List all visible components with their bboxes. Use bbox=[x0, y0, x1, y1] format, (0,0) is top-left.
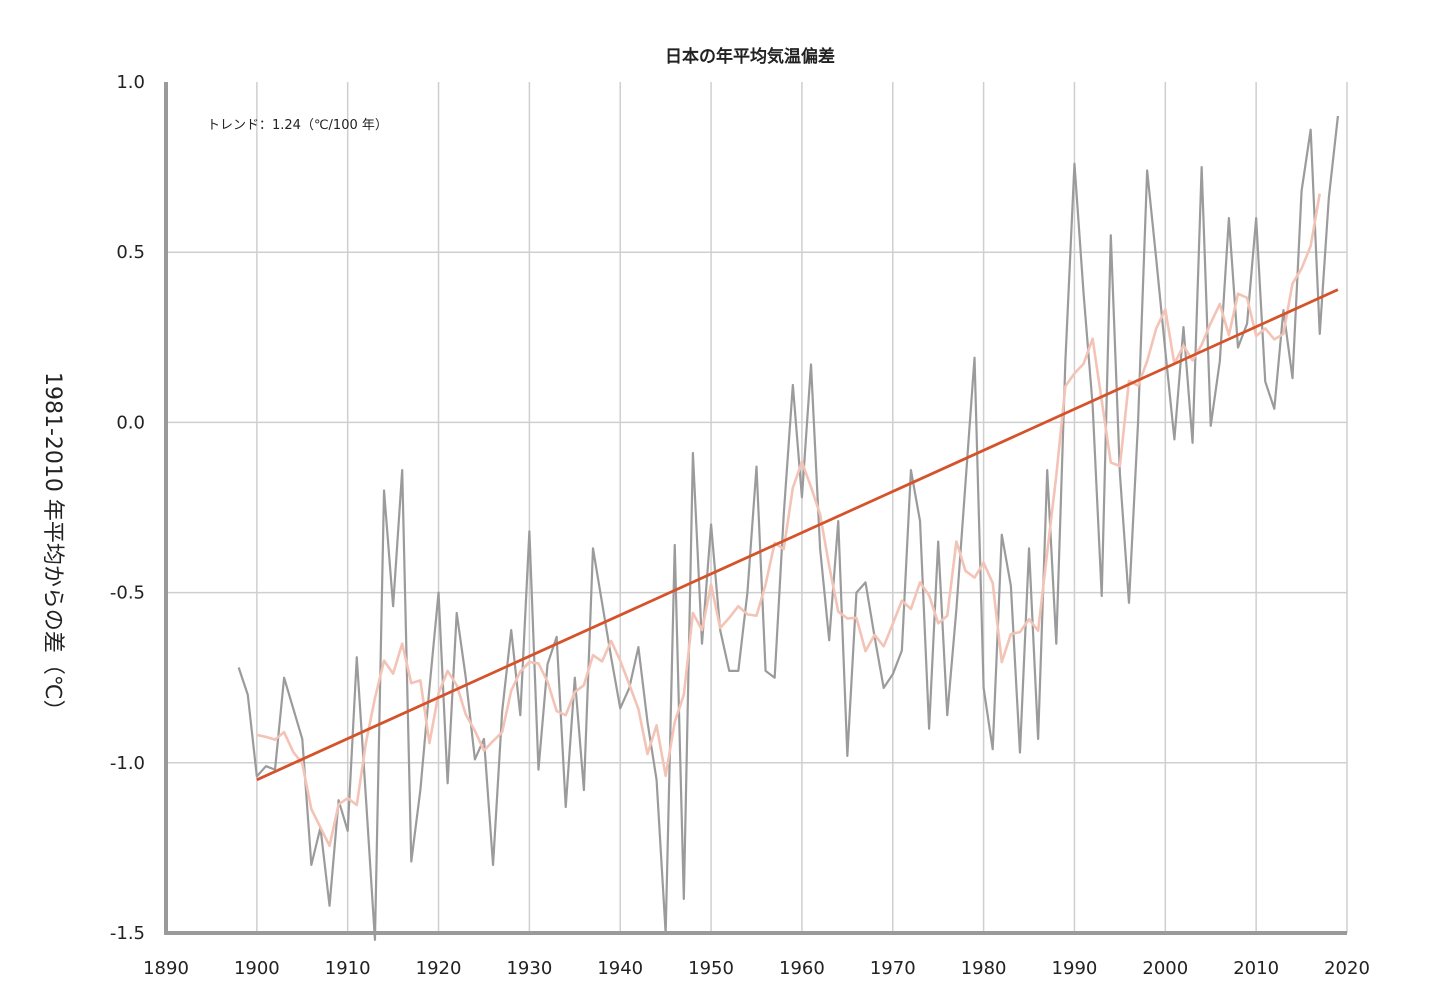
x-tick-label: 1980 bbox=[961, 958, 1007, 979]
x-tick-label: 1990 bbox=[1052, 958, 1098, 979]
x-tick-label: 2010 bbox=[1233, 958, 1279, 979]
chart-title: 日本の年平均気温偏差 bbox=[665, 46, 835, 67]
x-tick-label: 1970 bbox=[870, 958, 916, 979]
y-tick-label: 0.0 bbox=[116, 412, 145, 433]
x-tick-label: 1950 bbox=[688, 958, 734, 979]
running-mean-line bbox=[256, 193, 1322, 848]
x-tick-label: 2000 bbox=[1142, 958, 1188, 979]
y-tick-label: 1.0 bbox=[116, 72, 145, 93]
y-tick-label: -1.5 bbox=[110, 923, 145, 944]
x-tick-label: 1960 bbox=[779, 958, 825, 979]
y-axis-label: 1981-2010 年平均からの差（℃） bbox=[40, 372, 65, 722]
y-tick-label: -0.5 bbox=[110, 583, 145, 604]
x-tick-label: 2020 bbox=[1324, 958, 1370, 979]
x-tick-label: 1890 bbox=[143, 958, 189, 979]
y-tick-label: 0.5 bbox=[116, 242, 145, 263]
x-tick-label: 1930 bbox=[506, 958, 552, 979]
x-tick-label: 1900 bbox=[234, 958, 280, 979]
series bbox=[237, 115, 1340, 941]
x-tick-label: 1940 bbox=[597, 958, 643, 979]
trend-line bbox=[256, 288, 1339, 782]
y-tick-label: -1.0 bbox=[110, 753, 145, 774]
x-tick-label: 1910 bbox=[325, 958, 371, 979]
grid bbox=[166, 82, 1348, 933]
trend-annotation: トレンド：1.24（℃/100 年） bbox=[207, 118, 388, 133]
annual-anomaly-line bbox=[237, 115, 1340, 941]
axes bbox=[164, 82, 1347, 935]
tick-labels: 1890 1900 1910 1920 1930 1940 1950 1960 1970 1980… bbox=[110, 72, 1370, 979]
x-tick-label: 1920 bbox=[416, 958, 462, 979]
